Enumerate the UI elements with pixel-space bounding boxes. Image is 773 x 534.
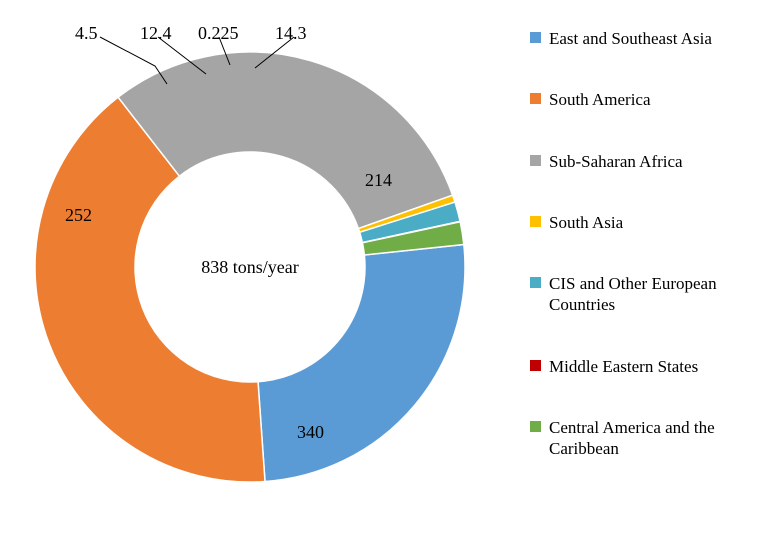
legend: East and Southeast Asia South America Sub-…	[530, 28, 765, 459]
legend-item-central_am_carib: Central America and the Caribbean	[530, 417, 765, 460]
legend-swatch-sub_saharan_africa	[530, 155, 541, 166]
legend-label-sub_saharan_africa: Sub-Saharan Africa	[549, 151, 765, 172]
legend-item-east_se_asia: East and Southeast Asia	[530, 28, 765, 49]
slice-east_se_asia	[258, 245, 465, 482]
legend-label-cis_europe: CIS and Other European Countries	[549, 273, 765, 316]
legend-label-east_se_asia: East and Southeast Asia	[549, 28, 765, 49]
donut-svg	[0, 0, 520, 534]
legend-swatch-east_se_asia	[530, 32, 541, 43]
legend-swatch-cis_europe	[530, 277, 541, 288]
legend-swatch-middle_east	[530, 360, 541, 371]
slice-sub_saharan_africa	[118, 52, 453, 229]
legend-item-south_america: South America	[530, 89, 765, 110]
chart-container: 838 tons/year 2143402524.512.40.22514.3 …	[0, 0, 773, 534]
legend-item-middle_east: Middle Eastern States	[530, 356, 765, 377]
legend-label-south_america: South America	[549, 89, 765, 110]
legend-label-middle_east: Middle Eastern States	[549, 356, 765, 377]
legend-label-south_asia: South Asia	[549, 212, 765, 233]
slice-south_america	[35, 97, 265, 482]
legend-item-sub_saharan_africa: Sub-Saharan Africa	[530, 151, 765, 172]
legend-label-central_am_carib: Central America and the Caribbean	[549, 417, 765, 460]
legend-item-south_asia: South Asia	[530, 212, 765, 233]
legend-swatch-central_am_carib	[530, 421, 541, 432]
legend-swatch-south_america	[530, 93, 541, 104]
legend-item-cis_europe: CIS and Other European Countries	[530, 273, 765, 316]
donut-chart-area: 838 tons/year 2143402524.512.40.22514.3	[0, 0, 520, 534]
legend-swatch-south_asia	[530, 216, 541, 227]
